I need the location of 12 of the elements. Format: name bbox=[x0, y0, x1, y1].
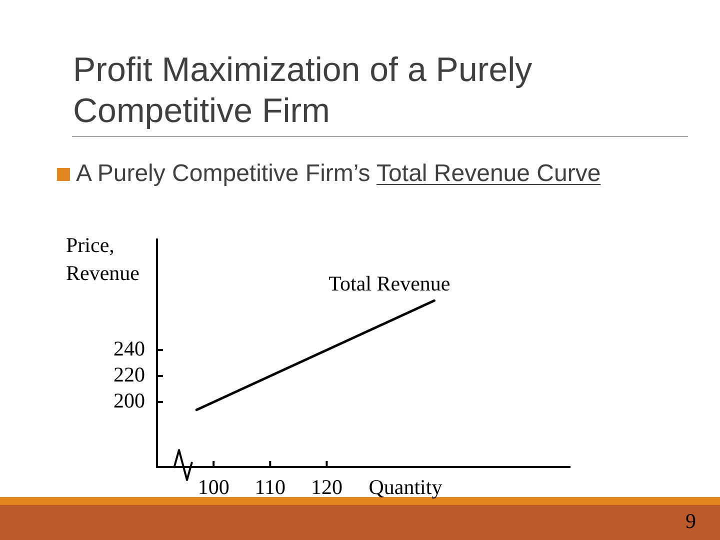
chart-title: Profit Maximization of a Purely Competitive Firm bbox=[73, 50, 534, 132]
y-tick-label: 220 bbox=[114, 362, 145, 387]
series-label: Total Revenue bbox=[328, 272, 450, 296]
text: 9 bbox=[686, 508, 696, 534]
x-axis-title: Quantity bbox=[368, 475, 443, 499]
chart-subtitle: A Purely Competitive Firm’s Total Revenue Curve bbox=[76, 159, 601, 189]
y-tick-label: 200 bbox=[114, 388, 145, 413]
y-tick-label: 240 bbox=[114, 336, 145, 361]
x-tick-label: 110 bbox=[254, 475, 286, 500]
y-axis-title: Price, Revenue bbox=[66, 233, 140, 285]
x-tick-label: 120 bbox=[310, 475, 342, 500]
x-tick-label: 100 bbox=[198, 475, 230, 500]
